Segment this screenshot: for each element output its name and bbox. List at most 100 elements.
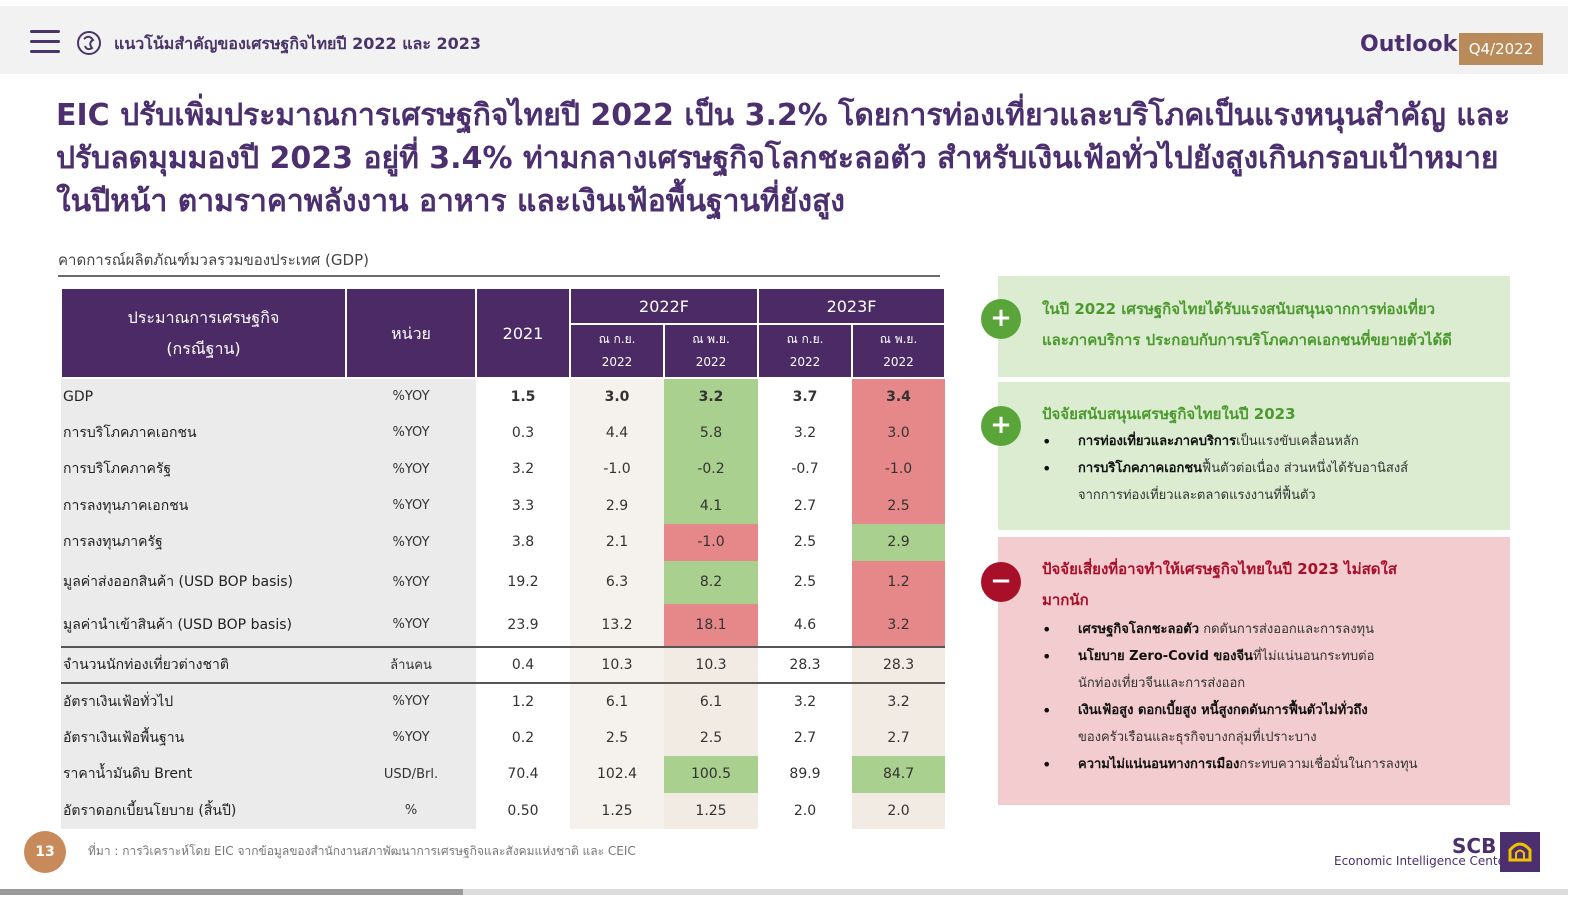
value-2022-nov: 5.8 — [664, 414, 759, 451]
value-2022-nov: 8.2 — [664, 560, 759, 604]
header-unit: หน่วย — [345, 287, 477, 379]
value-2023-sep: 3.2 — [758, 414, 853, 451]
value-2022-sep: 2.1 — [570, 524, 664, 561]
row-label: การบริโภคภาครัฐ — [61, 451, 346, 488]
value-2022-sep: 102.4 — [570, 756, 664, 793]
row-label: มูลค่าส่งออกสินค้า (USD BOP basis) — [61, 560, 346, 604]
value-2023-sep: 2.7 — [758, 719, 853, 756]
panel-2022-support — [998, 276, 1510, 377]
header-2023-nov: ณ พ.ย. 2022 — [851, 323, 947, 379]
value-2023-nov: 3.2 — [852, 682, 946, 720]
value-2023-nov: 2.7 — [852, 719, 946, 756]
header-2022f: 2022F — [568, 287, 760, 325]
value-2023-nov: 1.2 — [852, 560, 946, 604]
outlook-label: Outlook — [1360, 32, 1458, 57]
panel-2022-text: ในปี 2022 เศรษฐกิจไทยได้รับแรงสนับสนุนจา… — [1042, 300, 1452, 349]
value-2023-nov: -1.0 — [852, 451, 946, 488]
row-unit: %YOY — [346, 487, 476, 524]
top-bar: แนวโน้มสำคัญของเศรษฐกิจไทยปี 2022 และ 20… — [0, 6, 1568, 74]
value-2023-sep: 3.7 — [758, 378, 853, 415]
header-2022-nov: ณ พ.ย. 2022 — [662, 323, 760, 379]
row-label: อัตราดอกเบี้ยนโยบาย (สิ้นปี) — [61, 792, 346, 829]
headline-line-3: ในปีหน้า ตามราคาพลังงาน อาหาร และเงินเฟ้… — [56, 184, 845, 219]
value-2022-nov: 100.5 — [664, 756, 759, 793]
list-item: เศรษฐกิจโลกชะลอตัว กดดันการส่งออกและการล… — [1042, 616, 1418, 643]
value-2022-sep: 2.9 — [570, 487, 664, 524]
panel-2023-support-title: ปัจจัยสนับสนุนเศรษฐกิจไทยในปี 2023 — [1042, 405, 1296, 423]
value-2023-nov: 84.7 — [852, 756, 946, 793]
value-2023-sep: 2.5 — [758, 524, 853, 561]
value-2022-nov: 6.1 — [664, 682, 759, 720]
table-row: อัตราดอกเบี้ยนโยบาย (สิ้นปี)% 0.50 1.25 1.2… — [61, 792, 946, 829]
document-title: แนวโน้มสำคัญของเศรษฐกิจไทยปี 2022 และ 20… — [114, 34, 482, 53]
value-2023-sep: 2.7 — [758, 487, 853, 524]
row-unit: %YOY — [346, 378, 476, 415]
row-label: การบริโภคภาคเอกชน — [61, 414, 346, 451]
list-item: การท่องเที่ยวและภาคบริการเป็นแรงขับเคลื่… — [1042, 428, 1408, 455]
minus-icon: − — [981, 562, 1021, 602]
list-item: เงินเฟ้อสูง ดอกเบี้ยสูง หนี้สูงกดดันการฟ… — [1042, 697, 1418, 751]
table-row: มูลค่าส่งออกสินค้า (USD BOP basis) %YOY 19… — [61, 560, 946, 604]
row-label: การลงทุนภาคเอกชน — [61, 487, 346, 524]
row-unit: %YOY — [346, 719, 476, 756]
value-2022-sep: 4.4 — [570, 414, 664, 451]
value-2022-sep: 3.0 — [570, 378, 664, 415]
list-item: นโยบาย Zero-Covid ของจีนที่ไม่แน่นอนกระท… — [1042, 643, 1418, 697]
table-row: GDP %YOY 1.5 3.0 3.2 3.7 3.4 — [61, 378, 946, 415]
value-2022-nov: 4.1 — [664, 487, 759, 524]
presentation-progress-bar — [0, 889, 1568, 895]
value-2023-sep: 89.9 — [758, 756, 853, 793]
scb-brand: SCB — [1452, 834, 1497, 858]
value-2021: 0.3 — [476, 414, 570, 451]
value-2023-sep: 2.5 — [758, 560, 853, 604]
table-row: การลงทุนภาครัฐ %YOY 3.8 2.1 -1.0 2.5 2.9 — [61, 524, 946, 561]
value-2023-nov: 2.0 — [852, 792, 946, 829]
value-2021: 1.2 — [476, 682, 570, 720]
table-row: อัตราเงินเฟ้อพื้นฐาน %YOY 0.2 2.5 2.5 2.7 2.7 — [61, 719, 946, 756]
header-2023-sep: ณ ก.ย. 2022 — [757, 323, 854, 379]
value-2022-sep: 2.5 — [570, 719, 664, 756]
value-2023-nov: 2.5 — [852, 487, 946, 524]
panel-risks-title: ปัจจัยเสี่ยงที่อาจทำให้เศรษฐกิจไทยในปี 2… — [1042, 560, 1397, 609]
value-2023-nov: 3.2 — [852, 603, 946, 647]
risks-list: เศรษฐกิจโลกชะลอตัว กดดันการส่งออกและการล… — [1042, 616, 1418, 778]
scb-logo-icon — [1500, 832, 1540, 872]
value-2022-nov: 1.25 — [664, 792, 759, 829]
value-2023-nov: 3.0 — [852, 414, 946, 451]
list-item: ความไม่แน่นอนทางการเมืองกระทบความเชื่อมั… — [1042, 751, 1418, 778]
value-2021: 19.2 — [476, 560, 570, 604]
value-2023-sep: -0.7 — [758, 451, 853, 488]
value-2023-nov: 2.9 — [852, 524, 946, 561]
value-2021: 70.4 — [476, 756, 570, 793]
subtitle-divider — [58, 275, 940, 277]
value-2022-nov: 3.2 — [664, 378, 759, 415]
plus-icon: + — [981, 406, 1021, 446]
row-unit: ล้านคน — [346, 645, 476, 683]
value-2022-sep: -1.0 — [570, 451, 664, 488]
row-label: มูลค่านำเข้าสินค้า (USD BOP basis) — [61, 603, 346, 647]
value-2023-nov: 28.3 — [852, 645, 946, 683]
quarter-badge: Q4/2022 — [1459, 33, 1543, 65]
value-2023-sep: 2.0 — [758, 792, 853, 829]
value-2021: 0.50 — [476, 792, 570, 829]
list-item: การบริโภคภาคเอกชนฟื้นตัวต่อเนื่อง ส่วนหน… — [1042, 455, 1408, 509]
eic-logo-icon — [77, 31, 101, 55]
table-subtitle: คาดการณ์ผลิตภัณฑ์มวลรวมของประเทศ (GDP) — [58, 251, 369, 269]
headline-line-1: EIC ปรับเพิ่มประมาณการเศรษฐกิจไทยปี 2022… — [56, 98, 1511, 133]
header-2023f: 2023F — [757, 287, 947, 325]
value-2023-sep: 4.6 — [758, 603, 853, 647]
value-2021: 3.2 — [476, 451, 570, 488]
value-2022-nov: 2.5 — [664, 719, 759, 756]
value-2022-sep: 1.25 — [570, 792, 664, 829]
scb-brand-subtitle: Economic Intelligence Center — [1334, 854, 1510, 868]
table-row: อัตราเงินเฟ้อทั่วไป %YOY 1.2 6.1 6.1 3.2 3.2 — [61, 682, 946, 720]
row-unit: % — [346, 792, 476, 829]
row-unit: %YOY — [346, 682, 476, 720]
hamburger-menu-icon[interactable] — [30, 30, 60, 54]
header-indicator: ประมาณการเศรษฐกิจ (กรณีฐาน) — [60, 287, 347, 379]
value-2022-sep: 10.3 — [570, 645, 664, 683]
row-label: GDP — [61, 378, 346, 415]
value-2022-sep: 13.2 — [570, 603, 664, 647]
value-2023-sep: 28.3 — [758, 645, 853, 683]
value-2022-nov: -0.2 — [664, 451, 759, 488]
